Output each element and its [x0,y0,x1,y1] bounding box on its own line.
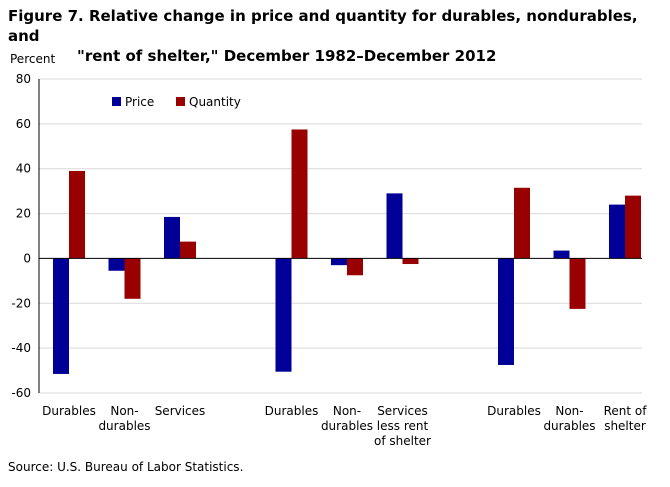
legend-swatch-quantity [176,97,185,106]
legend-swatch-price [112,97,121,106]
y-tick-label: 60 [16,117,31,131]
y-tick-label: 80 [16,72,31,86]
chart-title-line-2: "rent of shelter," December 1982–Decembe… [77,47,497,65]
y-tick-label: 0 [23,251,31,265]
legend-label-price: Price [125,95,154,109]
x-tick-label-line: Non- [110,404,138,418]
price-bar [53,258,69,374]
price-bar [164,216,180,259]
quantity-bar [69,170,85,259]
legend-label-quantity: Quantity [189,95,241,109]
x-tick-label: Rent of shelter [604,404,648,433]
x-tick-label-line: Non- [555,404,583,418]
bars [39,129,642,374]
chart-title: Figure 7. Relative change in price and q… [8,6,658,66]
x-tick-label-line: Rent of [604,404,648,418]
quantity-bar [291,129,308,259]
y-tick-label: 40 [16,162,31,176]
chart-title-line-1: Figure 7. Relative change in price and q… [8,7,638,45]
x-tick-label: Non-durables [543,404,595,433]
price-bar [386,193,403,259]
x-tick-label-line: durables [543,419,595,433]
quantity-bar [514,187,530,259]
x-tick-label-line: durables [321,419,373,433]
price-bar [553,250,570,259]
legend: Price Quantity [112,95,241,109]
y-tick-label: -40 [11,341,31,355]
quantity-bar [180,241,196,259]
price-bar [275,258,292,372]
price-bar [108,258,125,271]
quantity-bar [347,258,363,276]
y-tick-label: -20 [11,296,31,310]
x-tick-label-line: of shelter [374,434,431,448]
x-tick-label-line: Durables [265,404,319,418]
price-bar [498,258,514,365]
x-tick-label: Durables [42,404,96,418]
quantity-bar [569,258,586,309]
quantity-bar [402,258,419,265]
gridlines [39,78,642,394]
source-note: Source: U.S. Bureau of Labor Statistics. [8,460,244,474]
x-tick-label: Services less rent of shelter [374,404,431,448]
price-bar [331,258,347,266]
x-tick-label-line: Durables [42,404,96,418]
x-tick-label: Durables [265,404,319,418]
y-tick-label: -60 [11,386,31,400]
y-tick-label: 20 [16,207,31,221]
x-tick-label: Durables [487,404,541,418]
x-tick-label: Non-durables [98,404,150,433]
x-tick-label-line: Non- [333,404,361,418]
x-tick-label-line: Services [155,404,206,418]
x-tick-label: Non-durables [321,404,373,433]
price-bar [609,204,625,259]
x-tick-label-line: durables [98,419,150,433]
x-tick-label: Services [155,404,206,418]
y-axis: -60 -40 -20 0 20 40 60 80 Percent [10,52,55,400]
y-axis-title: Percent [10,52,55,66]
x-tick-label-line: Services [377,404,428,418]
x-tick-label-line: Durables [487,404,541,418]
quantity-bar [625,195,641,259]
quantity-bar [124,258,141,299]
x-tick-label-line: less rent [377,419,429,433]
x-tick-label-line: shelter [604,419,646,433]
